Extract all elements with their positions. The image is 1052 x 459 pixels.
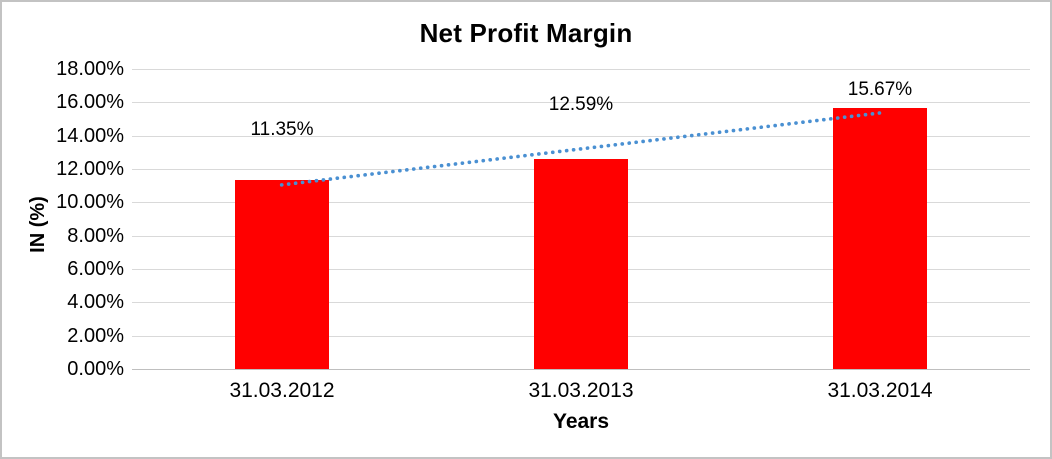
- y-tick-label: 12.00%: [56, 158, 124, 180]
- bar: [833, 108, 927, 369]
- y-tick-label: 18.00%: [56, 58, 124, 80]
- y-tick-label: 14.00%: [56, 125, 124, 147]
- x-tick-label: 31.03.2014: [827, 379, 933, 402]
- x-axis-title: Years: [552, 410, 610, 433]
- bar: [235, 180, 329, 369]
- y-tick-label: 0.00%: [67, 358, 124, 380]
- y-tick-label: 16.00%: [56, 91, 124, 113]
- gridline: [132, 102, 1030, 103]
- y-tick-label: 8.00%: [67, 225, 124, 247]
- bar: [534, 159, 628, 369]
- bar-data-label: 12.59%: [548, 94, 614, 115]
- y-tick-label: 10.00%: [56, 191, 124, 213]
- y-axis-title: IN (%): [26, 196, 49, 253]
- y-tick-label: 2.00%: [67, 325, 124, 347]
- bar-data-label: 15.67%: [847, 79, 913, 100]
- x-tick-label: 31.03.2013: [528, 379, 634, 402]
- y-tick-label: 4.00%: [67, 291, 124, 313]
- gridline: [132, 69, 1030, 70]
- x-tick-label: 31.03.2012: [229, 379, 335, 402]
- chart-title: Net Profit Margin: [419, 18, 633, 48]
- bar-data-label: 11.35%: [250, 119, 314, 140]
- x-axis-line: [132, 369, 1030, 370]
- y-tick-label: 6.00%: [67, 258, 124, 280]
